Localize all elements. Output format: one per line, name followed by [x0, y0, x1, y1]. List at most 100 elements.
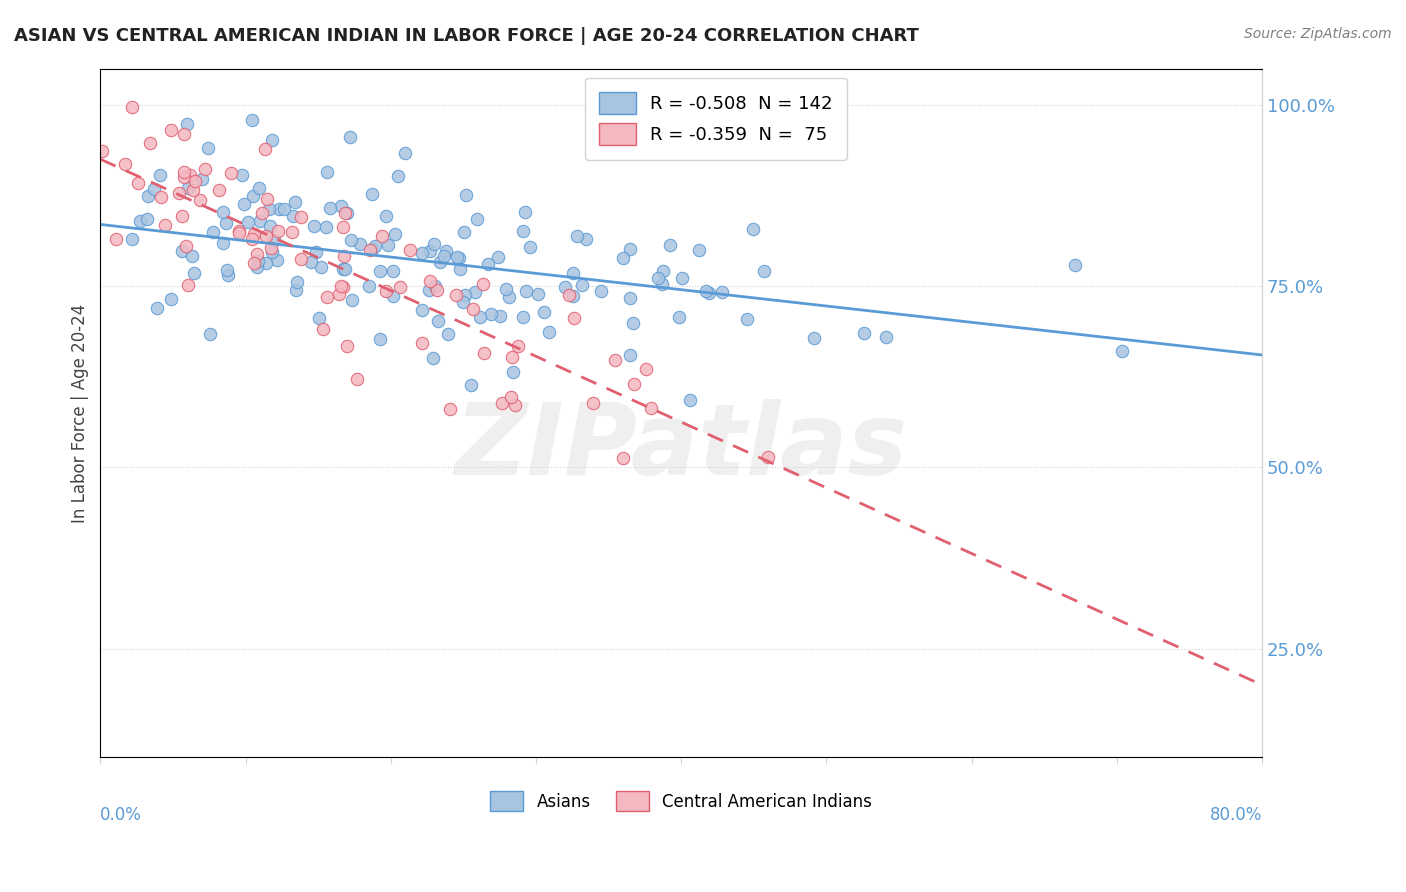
Point: [346, 371, 368, 385]
Point: [737, 312, 759, 326]
Point: [562, 311, 585, 326]
Point: [121, 100, 143, 114]
Point: [330, 199, 353, 213]
Point: [465, 211, 488, 226]
Point: [1111, 344, 1133, 359]
Point: [423, 278, 446, 293]
Point: [332, 261, 354, 276]
Point: [173, 169, 195, 184]
Point: [512, 224, 534, 238]
Point: [333, 249, 356, 263]
Point: [114, 157, 136, 171]
Point: [389, 280, 412, 294]
Point: [240, 232, 263, 246]
Point: [640, 401, 662, 416]
Point: [446, 250, 468, 264]
Point: [495, 282, 517, 296]
Point: [513, 204, 536, 219]
Point: [135, 211, 157, 226]
Point: [429, 255, 451, 269]
Point: [659, 237, 682, 252]
Point: [471, 277, 494, 291]
Point: [290, 210, 312, 224]
Point: [232, 197, 254, 211]
Point: [340, 233, 363, 247]
Point: [315, 290, 337, 304]
Point: [502, 365, 524, 379]
Point: [436, 326, 458, 341]
Point: [418, 284, 440, 298]
Point: [256, 192, 278, 206]
Point: [489, 310, 512, 324]
Point: [160, 123, 183, 137]
Point: [426, 283, 449, 297]
Point: [394, 145, 416, 160]
Point: [370, 264, 392, 278]
Point: [188, 194, 211, 208]
Point: [181, 249, 204, 263]
Text: Source: ZipAtlas.com: Source: ZipAtlas.com: [1244, 27, 1392, 41]
Point: [621, 316, 644, 330]
Point: [463, 302, 485, 317]
Point: [246, 247, 269, 261]
Point: [377, 237, 399, 252]
Point: [249, 214, 271, 228]
Point: [491, 396, 513, 410]
Point: [183, 174, 205, 188]
Point: [454, 188, 477, 202]
Point: [515, 285, 537, 299]
Point: [370, 229, 392, 244]
Text: ASIAN VS CENTRAL AMERICAN INDIAN IN LABOR FORCE | AGE 20-24 CORRELATION CHART: ASIAN VS CENTRAL AMERICAN INDIAN IN LABO…: [14, 27, 920, 45]
Point: [231, 168, 253, 182]
Point: [433, 249, 456, 263]
Point: [308, 310, 330, 325]
Point: [468, 310, 491, 324]
Point: [284, 195, 307, 210]
Point: [752, 263, 775, 277]
Point: [436, 244, 458, 258]
Point: [398, 243, 420, 257]
Legend: Asians, Central American Indians: Asians, Central American Indians: [484, 784, 879, 818]
Point: [562, 288, 585, 302]
Point: [299, 255, 322, 269]
Point: [280, 225, 302, 239]
Point: [197, 141, 219, 155]
Point: [170, 210, 193, 224]
Point: [533, 305, 555, 319]
Text: 0.0%: 0.0%: [100, 805, 142, 823]
Point: [612, 252, 634, 266]
Point: [260, 133, 283, 147]
Point: [671, 271, 693, 285]
Point: [357, 279, 380, 293]
Point: [181, 183, 204, 197]
Point: [336, 339, 359, 353]
Point: [240, 113, 263, 128]
Point: [221, 166, 243, 180]
Point: [651, 277, 673, 291]
Point: [191, 172, 214, 186]
Point: [194, 162, 217, 177]
Point: [419, 274, 441, 288]
Point: [242, 188, 264, 202]
Point: [619, 291, 641, 305]
Point: [519, 240, 541, 254]
Point: [243, 227, 266, 242]
Point: [464, 285, 486, 300]
Point: [273, 202, 295, 216]
Point: [160, 292, 183, 306]
Point: [311, 260, 333, 274]
Point: [1064, 258, 1087, 272]
Point: [361, 243, 384, 257]
Point: [688, 243, 710, 257]
Point: [582, 395, 605, 409]
Point: [254, 256, 277, 270]
Point: [319, 201, 342, 215]
Point: [619, 242, 641, 256]
Point: [571, 278, 593, 293]
Point: [444, 287, 467, 301]
Point: [853, 326, 876, 341]
Point: [333, 206, 356, 220]
Point: [447, 251, 470, 265]
Point: [312, 321, 335, 335]
Point: [128, 214, 150, 228]
